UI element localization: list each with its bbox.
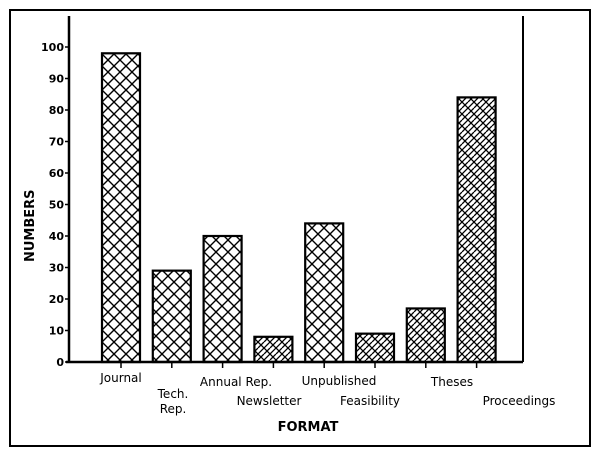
image-frame [9,9,591,447]
x-tick-label: Feasibility [340,394,400,408]
y-tick-label: 30 [49,262,65,275]
x-tick-label: Newsletter [237,394,302,408]
x-tick-label: Proceedings [483,394,556,408]
y-tick-label: 0 [56,356,64,369]
x-tick-label: Theses [430,375,473,389]
bar-journal [100,52,142,364]
x-tick-label: Unpublished [302,374,377,388]
y-tick-label: 90 [49,73,65,86]
x-tick-label: Tech. Rep. [157,387,189,416]
y-tick-label: 100 [41,41,64,54]
bar-feasibility [354,332,396,364]
y-tick-label: 70 [49,136,65,149]
x-axis-label: FORMAT [278,420,339,435]
y-tick-label: 10 [49,325,65,338]
y-tick-label: 50 [49,199,65,212]
y-tick-label: 80 [49,104,65,117]
bar-theses [405,307,446,364]
bar-annual-rep [202,234,243,364]
y-axis-label: NUMBERS [23,189,38,262]
x-tick-label: Annual Rep. [200,375,272,389]
bar-proceedings [456,96,497,364]
y-tick-label: 20 [49,293,65,306]
y-tick-label: 60 [49,167,65,180]
y-tick-label: 40 [49,230,65,243]
x-tick-label: Journal [99,371,142,385]
bar-newsletter [253,335,294,364]
bar-unpublished [304,222,345,364]
bar-tech-rep [151,269,192,364]
